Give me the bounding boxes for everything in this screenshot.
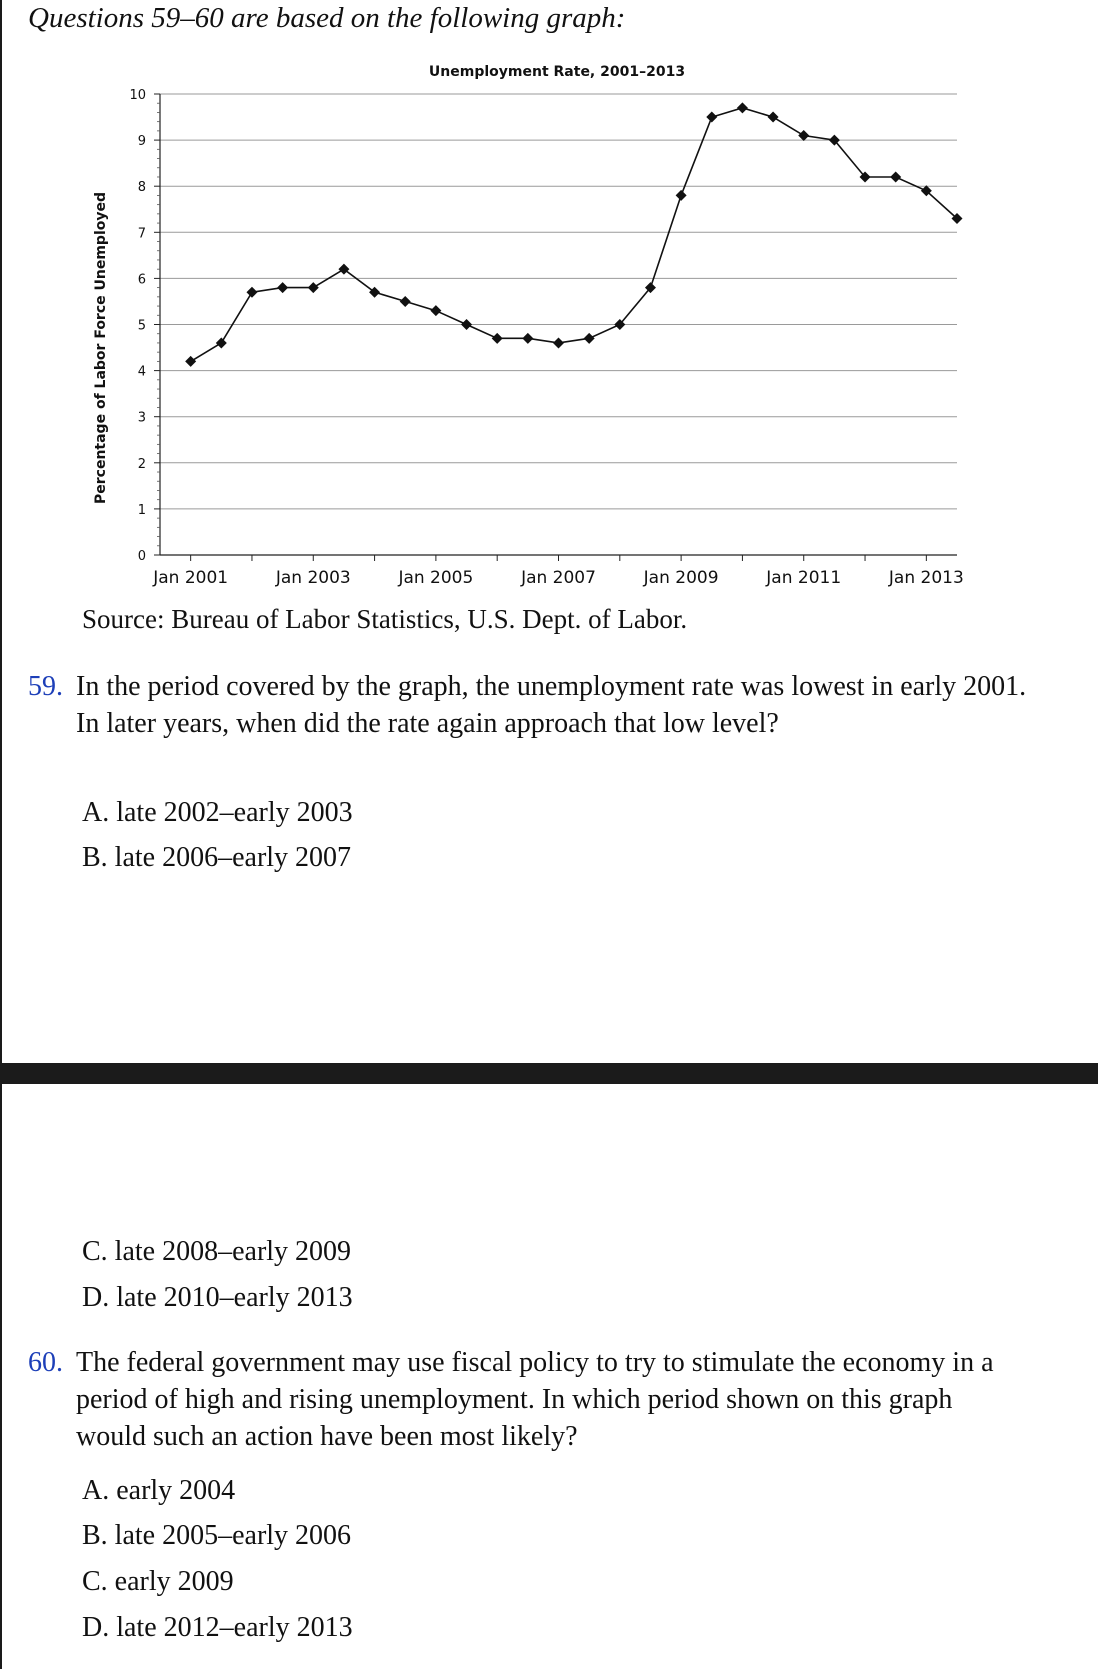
chart-axes: 0 1 2 3 4 5 6 7 8 9 10 Jan 2001 Jan 2003 Jan 2005 Jan … xyxy=(129,88,963,588)
data-point-marker xyxy=(522,332,534,344)
data-point-marker xyxy=(430,305,442,317)
data-point-marker xyxy=(338,263,350,275)
data-point-marker xyxy=(706,111,718,123)
data-point-marker xyxy=(399,295,411,307)
question-60: 60. The federal government may use fisca… xyxy=(28,1344,1028,1455)
y-tick-label: 2 xyxy=(138,457,146,472)
data-point-marker xyxy=(461,319,473,330)
data-point-marker xyxy=(644,282,656,294)
question-60-number: 60. xyxy=(28,1347,63,1378)
question-59: 59. In the period covered by the graph, … xyxy=(28,668,1028,742)
data-point-marker xyxy=(246,286,258,298)
y-tick-label: 10 xyxy=(129,88,146,103)
data-point-marker xyxy=(307,282,319,294)
question-60-text: The federal government may use fiscal po… xyxy=(76,1347,994,1452)
page-left-border xyxy=(0,0,2,1669)
y-tick-label: 0 xyxy=(138,549,146,564)
y-tick-label: 1 xyxy=(138,503,146,518)
chart-source: Source: Bureau of Labor Statistics, U.S.… xyxy=(82,604,688,634)
data-point-marker xyxy=(767,111,779,123)
question-60-option-d[interactable]: D. late 2012–early 2013 xyxy=(82,1612,353,1643)
chart-y-axis-label: Percentage of Labor Force Unemployed xyxy=(93,192,109,504)
section-divider xyxy=(0,1063,1098,1084)
data-point-marker xyxy=(675,189,687,201)
x-tick-label: Jan 2007 xyxy=(520,568,596,588)
data-point-marker xyxy=(951,212,963,224)
question-60-option-b[interactable]: B. late 2005–early 2006 xyxy=(82,1520,352,1551)
data-point-marker xyxy=(185,355,197,367)
data-point-marker xyxy=(736,102,748,114)
y-tick-label: 5 xyxy=(138,319,146,334)
y-tick-label: 3 xyxy=(138,411,146,426)
data-point-marker xyxy=(369,286,381,298)
y-tick-label: 4 xyxy=(138,365,146,380)
page-top: Questions 59–60 are based on the followi… xyxy=(2,0,1098,1063)
data-point-marker xyxy=(798,129,810,141)
x-tick-label: Jan 2001 xyxy=(152,568,228,588)
question-59-text: In the period covered by the graph, the … xyxy=(76,671,1027,739)
data-point-marker xyxy=(890,171,902,183)
question-60-option-a[interactable]: A. early 2004 xyxy=(82,1475,236,1506)
data-point-marker xyxy=(491,332,503,344)
x-tick-label: Jan 2009 xyxy=(643,568,719,588)
question-59-option-d[interactable]: D. late 2010–early 2013 xyxy=(82,1282,353,1313)
x-tick-label: Jan 2013 xyxy=(888,568,964,588)
page-bottom: C. late 2008–early 2009 D. late 2010–ear… xyxy=(2,1084,1098,1669)
x-tick-label: Jan 2003 xyxy=(275,568,351,588)
data-point-marker xyxy=(215,337,227,349)
series-line xyxy=(190,106,958,363)
y-tick-label: 8 xyxy=(138,180,146,195)
data-point-marker xyxy=(553,337,564,349)
data-point-marker xyxy=(277,282,289,294)
question-59-option-b[interactable]: B. late 2006–early 2007 xyxy=(82,842,352,873)
data-point-marker xyxy=(859,171,871,183)
x-tick-label: Jan 2005 xyxy=(397,568,473,588)
data-point-marker xyxy=(920,185,932,197)
data-point-marker xyxy=(614,319,626,330)
question-59-option-a[interactable]: A. late 2002–early 2003 xyxy=(82,797,353,828)
question-59-option-c[interactable]: C. late 2008–early 2009 xyxy=(82,1236,352,1267)
y-tick-label: 9 xyxy=(138,134,146,149)
chart-series-unemployment xyxy=(185,102,963,367)
x-tick-label: Jan 2011 xyxy=(765,568,841,588)
data-point-marker xyxy=(828,134,840,146)
chart-gridlines xyxy=(160,93,957,510)
question-59-number: 59. xyxy=(28,671,63,702)
data-point-marker xyxy=(583,332,595,344)
y-tick-label: 6 xyxy=(138,272,146,287)
chart-title: Unemployment Rate, 2001–2013 xyxy=(429,64,685,80)
unemployment-chart: Unemployment Rate, 2001–2013 Percentage … xyxy=(93,64,964,588)
questions-header: Questions 59–60 are based on the followi… xyxy=(28,2,626,34)
y-tick-label: 7 xyxy=(138,226,146,241)
question-60-option-c[interactable]: C. early 2009 xyxy=(82,1566,234,1597)
